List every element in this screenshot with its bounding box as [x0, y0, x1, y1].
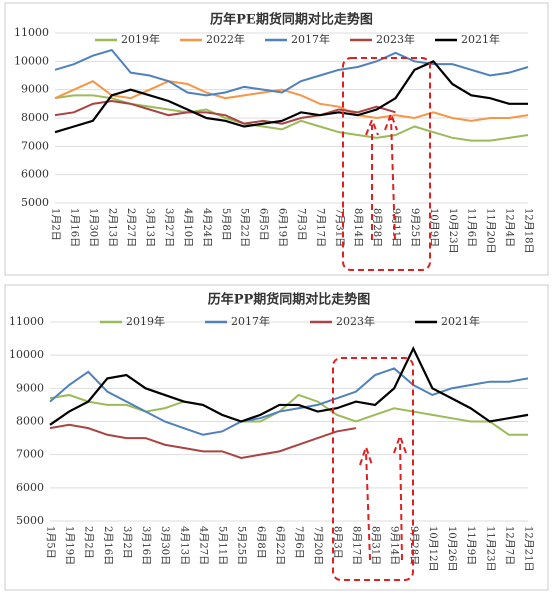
x-tick-label: 12月4日	[504, 208, 516, 247]
x-tick-label: 3月13日	[144, 208, 156, 247]
x-tick-label: 6月8日	[255, 526, 267, 559]
x-tick-label: 1月5日	[45, 526, 57, 559]
x-tick-label: 7月17日	[314, 208, 326, 247]
legend-label: 2017年	[291, 32, 330, 46]
x-tick-label: 4月27日	[197, 526, 209, 565]
x-tick-label: 2月2日	[83, 526, 95, 559]
x-tick-label: 3月16日	[140, 526, 152, 565]
x-tick-label: 8月28日	[371, 208, 383, 247]
x-tick-label: 11月9日	[465, 526, 477, 565]
x-tick-label: 4月24日	[201, 208, 213, 247]
legend-label: 2017年	[231, 314, 270, 328]
x-tick-label: 1月16日	[68, 208, 80, 247]
chart-title: 历年PP期货同期对比走势图	[208, 292, 371, 308]
x-tick-label: 9月28日	[408, 526, 420, 565]
x-tick-label: 10月23日	[447, 208, 459, 253]
y-tick-label: 11000	[9, 315, 44, 328]
series-line	[49, 393, 528, 436]
x-tick-label: 5月8日	[220, 208, 232, 241]
legend-label: 2021年	[441, 314, 480, 328]
arrow	[384, 111, 398, 241]
panel-border	[4, 2, 549, 276]
y-tick-label: 6000	[21, 168, 49, 181]
x-tick-label: 12月21日	[523, 526, 535, 571]
y-tick-label: 7000	[21, 139, 49, 152]
x-tick-label: 11月6日	[466, 208, 478, 247]
y-tick-label: 11000	[14, 26, 49, 39]
x-tick-label: 7月6日	[293, 526, 305, 559]
x-tick-label: 1月30日	[87, 208, 99, 247]
y-tick-label: 9000	[16, 381, 44, 394]
x-tick-label: 11月23日	[484, 526, 496, 571]
series-line	[54, 80, 529, 122]
x-tick-label: 4月10日	[182, 208, 194, 247]
x-tick-label: 6月5日	[258, 208, 270, 241]
x-tick-label: 8月14日	[352, 208, 364, 247]
arrow	[365, 117, 379, 240]
x-tick-label: 2月16日	[102, 526, 114, 565]
x-tick-label: 8月31日	[370, 526, 382, 565]
legend-label: 2023年	[336, 314, 375, 328]
y-tick-label: 10000	[9, 348, 44, 361]
annotations	[332, 57, 431, 581]
y-tick-label: 6000	[16, 481, 44, 494]
x-tick-label: 2月27日	[125, 208, 137, 247]
y-tick-label: 9000	[21, 83, 49, 96]
arrow	[359, 443, 373, 561]
x-tick-label: 9月11日	[390, 208, 402, 247]
panel-border	[4, 284, 549, 591]
x-tick-label: 3月30日	[159, 526, 171, 565]
y-tick-label: 10000	[14, 54, 49, 67]
series-line	[54, 59, 528, 134]
x-tick-label: 5月22日	[239, 208, 251, 247]
x-tick-label: 11月20日	[485, 208, 497, 253]
x-tick-label: 4月13日	[178, 526, 190, 565]
legend-label: 2023年	[376, 32, 415, 46]
legend-label: 2022年	[206, 32, 245, 46]
series-line	[49, 367, 529, 436]
y-tick-label: 5000	[21, 196, 49, 209]
legend-label: 2019年	[126, 314, 165, 328]
series-line	[54, 48, 529, 97]
x-tick-label: 1月19日	[64, 526, 76, 565]
x-tick-label: 9月14日	[389, 526, 401, 565]
x-tick-label: 6月19日	[277, 208, 289, 247]
x-tick-label: 12月18日	[523, 208, 535, 253]
legend-label: 2019年	[121, 32, 160, 46]
highlight-box	[332, 357, 414, 581]
y-tick-label: 8000	[16, 415, 44, 428]
x-tick-label: 5月25日	[236, 526, 248, 565]
x-tick-label: 7月20日	[312, 526, 324, 565]
y-tick-label: 5000	[16, 514, 44, 527]
x-tick-label: 3月27日	[163, 208, 175, 247]
x-tick-label: 9月25日	[409, 208, 421, 247]
x-tick-label: 2月13日	[106, 208, 118, 247]
series-line	[49, 423, 357, 460]
x-tick-label: 10月26日	[446, 526, 458, 571]
charts: 历年PE期货同期对比走势图 5000 6000 7000 8000 9000 10000 11…	[9, 12, 535, 572]
y-tick-label: 8000	[21, 111, 49, 124]
x-tick-label: 6月22日	[274, 526, 286, 565]
x-tick-label: 5月11日	[217, 526, 229, 565]
x-tick-label: 10月12日	[427, 526, 439, 571]
arrow	[393, 432, 407, 561]
highlight-box	[342, 57, 431, 271]
x-tick-label: 1月2日	[50, 208, 62, 241]
chart-title: 历年PE期货同期对比走势图	[210, 12, 373, 28]
series-line	[54, 99, 396, 125]
x-tick-label: 7月3日	[295, 208, 307, 241]
series-line	[49, 345, 529, 426]
x-tick-label: 3月2日	[121, 526, 133, 559]
y-tick-label: 7000	[16, 448, 44, 461]
x-tick-label: 8月3日	[331, 526, 343, 559]
legend-label: 2021年	[461, 32, 500, 46]
x-tick-label: 12月7日	[503, 526, 515, 565]
x-tick-label: 8月17日	[350, 526, 362, 565]
